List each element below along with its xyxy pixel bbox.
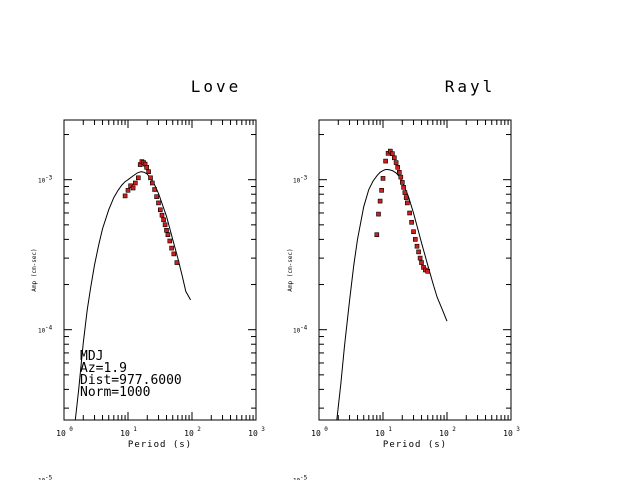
data-point	[393, 160, 399, 165]
y-axis-label: Amp (cm-sec)	[31, 248, 38, 291]
y-tick-label-exp: -4	[45, 325, 53, 332]
data-point	[412, 237, 418, 242]
data-point	[425, 268, 431, 274]
y-tick-label: 10	[38, 328, 46, 335]
data-point	[150, 180, 155, 186]
y-tick-label: 10	[293, 328, 301, 335]
panel-title: Love	[191, 77, 242, 96]
data-point	[167, 238, 173, 244]
x-tick-label: 10	[439, 429, 449, 438]
data-point	[125, 188, 131, 193]
y-tick-label-exp: -4	[300, 325, 308, 332]
x-tick-label-exp: 3	[261, 426, 265, 433]
data-point	[398, 174, 404, 180]
data-point	[377, 198, 383, 204]
x-tick-label: 10	[375, 429, 385, 438]
data-point	[414, 243, 420, 249]
x-tick-label: 10	[311, 429, 321, 438]
data-point	[404, 200, 410, 206]
y-tick-label: 10	[38, 178, 46, 185]
x-axis-label: Period (s)	[128, 440, 192, 450]
data-point	[383, 158, 388, 164]
x-tick-label: 10	[56, 429, 66, 438]
x-tick-label: 10	[248, 429, 258, 438]
data-point	[380, 176, 386, 181]
data-point	[376, 211, 381, 217]
y-tick-label-exp: -3	[45, 175, 53, 182]
data-point	[417, 255, 423, 261]
data-point	[158, 207, 163, 213]
x-tick-label: 10	[503, 429, 513, 438]
data-point	[154, 194, 159, 199]
x-tick-label-exp: 0	[69, 426, 73, 433]
data-point	[122, 193, 128, 199]
y-tick-label-exp: -3	[300, 175, 308, 182]
data-point	[401, 185, 406, 190]
x-tick-label-exp: 2	[452, 426, 456, 433]
x-tick-label: 10	[184, 429, 194, 438]
model-curve	[74, 171, 192, 420]
data-point	[162, 222, 168, 228]
data-point	[148, 175, 153, 181]
data-point	[396, 170, 402, 175]
data-point	[409, 220, 414, 225]
data-point	[391, 155, 397, 161]
data-point	[407, 210, 412, 216]
y-axis-label: Amp (cm-sec)	[287, 248, 294, 291]
y-tick-label: 10	[293, 478, 301, 480]
data-point	[159, 212, 165, 218]
data-point	[156, 200, 161, 206]
data-point	[399, 180, 405, 185]
station-annotation: Norm=1000	[80, 385, 150, 400]
data-point	[144, 165, 149, 170]
plot-frame	[63, 119, 257, 421]
data-point	[130, 185, 136, 191]
x-axis-label: Period (s)	[383, 440, 447, 450]
x-tick-label-exp: 1	[133, 426, 137, 433]
data-point	[169, 245, 174, 251]
data-point	[133, 180, 138, 186]
data-point	[136, 175, 141, 181]
data-point	[403, 195, 409, 200]
y-tick-label: 10	[38, 478, 46, 480]
station-annotation: Az=1.9	[80, 361, 127, 376]
data-point	[152, 187, 157, 192]
data-point	[165, 232, 171, 237]
data-point	[374, 232, 380, 237]
data-point	[419, 260, 424, 265]
data-point	[395, 165, 401, 170]
data-point	[379, 188, 384, 193]
x-tick-label-exp: 2	[197, 426, 201, 433]
y-tick-label-exp: -5	[45, 475, 53, 480]
data-point	[402, 190, 408, 195]
data-point	[161, 217, 166, 223]
data-point	[146, 169, 151, 174]
data-point	[416, 249, 421, 255]
x-tick-label-exp: 3	[516, 426, 520, 433]
data-point	[174, 260, 180, 265]
model-curve	[336, 169, 448, 420]
data-point	[411, 229, 416, 234]
y-tick-label-exp: -5	[300, 475, 308, 480]
station-annotation: Dist=977.6000	[80, 373, 182, 388]
data-point	[171, 251, 177, 257]
data-point	[390, 151, 395, 156]
x-tick-label: 10	[120, 429, 130, 438]
panel-title: Rayl	[445, 77, 496, 96]
x-tick-label-exp: 0	[324, 426, 328, 433]
x-tick-label-exp: 1	[388, 426, 392, 433]
plot-frame	[318, 119, 512, 421]
station-annotation: MDJ	[80, 349, 103, 364]
y-tick-label: 10	[293, 178, 301, 185]
data-point	[164, 228, 169, 233]
